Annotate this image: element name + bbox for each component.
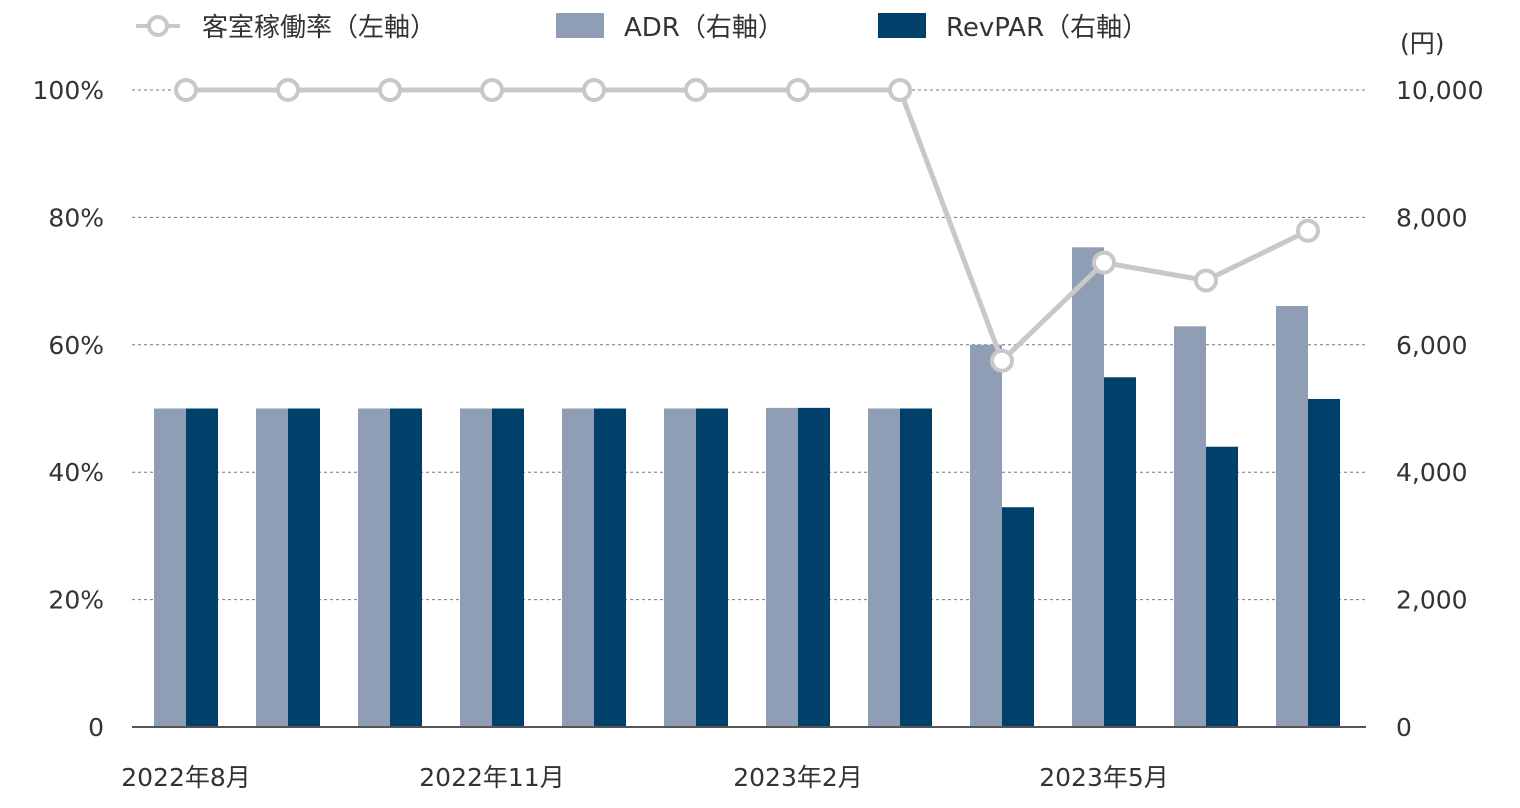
x-axis: 2022年8月 2022年11月 2023年2月 2023年5月 [121,763,1169,792]
bar-revpar [798,407,830,727]
bar-revpar [1308,398,1340,727]
bar-adr [460,408,492,727]
occupancy-point [378,78,402,102]
bar-revpar [900,408,932,727]
left-tick-label: 60% [48,331,104,360]
legend: 客室稼働率（左軸） ADR（右軸） RevPAR（右軸） [136,13,1148,43]
right-axis-unit: (円) [1400,29,1445,58]
legend-circle-icon [147,15,169,37]
left-tick-label: 40% [48,458,104,487]
right-tick-label: 8,000 [1396,203,1468,232]
legend-item-occupancy: 客室稼働率（左軸） [136,13,436,43]
bar-adr [1276,305,1308,727]
bar-adr [562,408,594,727]
bar-revpar [492,408,524,727]
legend-swatch-adr [556,13,604,38]
bars [154,247,1340,728]
bar-revpar [288,408,320,727]
occupancy-line [174,78,1320,373]
legend-item-revpar: RevPAR（右軸） [878,13,1148,43]
occupancy-point [786,78,810,102]
bar-revpar [390,408,422,727]
bar-revpar [1206,446,1238,727]
bar-adr [868,408,900,727]
right-tick-label: 0 [1396,713,1412,742]
bar-revpar [186,408,218,727]
x-tick-label: 2023年5月 [1039,763,1169,792]
bar-adr [358,408,390,727]
gridlines [132,89,1366,601]
legend-label-adr: ADR（右軸） [624,13,784,43]
bar-adr [154,408,186,727]
legend-swatch-revpar [878,13,926,38]
occupancy-point [684,78,708,102]
occupancy-point [174,78,198,102]
left-tick-label: 20% [48,586,104,615]
occupancy-point [1296,218,1320,243]
left-tick-label: 0 [88,713,104,742]
bar-revpar [1002,507,1034,727]
occupancy-point [1092,250,1116,275]
right-tick-label: 4,000 [1396,458,1468,487]
bar-adr [970,344,1002,727]
x-tick-label: 2023年2月 [733,763,863,792]
legend-label-revpar: RevPAR（右軸） [946,13,1148,43]
bar-revpar [1104,377,1136,727]
right-tick-label: 6,000 [1396,331,1468,360]
right-tick-label: 10,000 [1396,76,1483,105]
right-y-axis: 0 2,000 4,000 6,000 8,000 10,000 [1396,76,1483,742]
occupancy-point [990,348,1014,373]
occupancy-series-line [186,87,1310,364]
right-tick-label: 2,000 [1396,586,1468,615]
occupancy-point [480,78,504,102]
bar-adr [1174,326,1206,727]
bar-adr [256,408,288,727]
left-tick-label: 80% [48,203,104,232]
left-tick-label: 100% [33,76,104,105]
bar-adr [766,407,798,727]
legend-item-adr: ADR（右軸） [556,13,784,43]
bar-revpar [696,408,728,727]
occupancy-point [1194,268,1218,293]
x-tick-label: 2022年8月 [121,763,251,792]
occupancy-point [582,78,606,102]
bar-revpar [594,408,626,727]
occupancy-point [888,78,912,102]
bar-adr [1072,247,1104,728]
occupancy-point [276,78,300,102]
legend-label-occupancy: 客室稼働率（左軸） [202,13,436,43]
x-tick-label: 2022年11月 [419,763,564,792]
left-y-axis: 0 20% 40% 60% 80% 100% [33,76,104,742]
bar-adr [664,408,696,727]
